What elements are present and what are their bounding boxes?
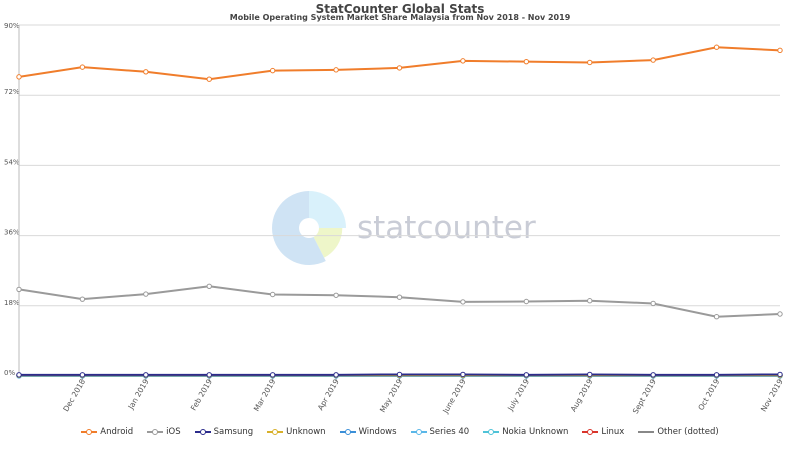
legend-item-windows[interactable]: Windows (339, 427, 397, 437)
legend-label: Windows (358, 427, 397, 437)
x-tick-label: Apr 2019 (316, 377, 341, 412)
data-point-samsung (650, 372, 656, 378)
legend-label: Unknown (286, 427, 326, 437)
chart-legend: Android iOS Samsung Unknown Windows Series 40… (0, 427, 800, 437)
legend-label: Samsung (213, 427, 254, 437)
legend-swatch (483, 428, 500, 436)
legend-swatch (147, 428, 164, 436)
data-point-ios (777, 311, 783, 317)
y-tick-label: 18% (4, 299, 20, 307)
legend-label: iOS (166, 427, 181, 437)
legend-swatch (638, 428, 655, 436)
x-tick-label: Feb 2019 (189, 377, 214, 412)
data-point-android (713, 44, 720, 50)
data-point-samsung (460, 371, 466, 378)
data-point-android (777, 47, 783, 54)
data-point-samsung (206, 372, 212, 378)
legend-swatch (81, 428, 98, 436)
data-point-android (460, 58, 466, 64)
legend-swatch (339, 428, 356, 436)
x-tick-label: Sept 2019 (631, 377, 658, 415)
watermark-text: statcounter (357, 210, 536, 246)
legend-label: Linux (601, 427, 625, 437)
watermark-logo-wedge (272, 191, 326, 265)
data-point-samsung (143, 372, 149, 378)
data-point-ios (143, 291, 149, 297)
series-line-ios (18, 285, 781, 318)
series-line-android (18, 46, 781, 81)
legend-swatch (267, 428, 284, 436)
data-point-samsung (713, 372, 720, 378)
x-tick-label: June 2019 (440, 377, 467, 415)
legend-label: Nokia Unknown (502, 427, 569, 437)
data-point-samsung (777, 371, 783, 378)
x-tick-label: Nov 2019 (759, 377, 785, 413)
data-point-android (587, 59, 593, 66)
x-tick-label: Dec 2018 (61, 377, 87, 413)
data-point-android (16, 74, 22, 80)
chart-title: StatCounter Global Stats (315, 2, 485, 16)
legend-item-unknown[interactable]: Unknown (267, 427, 326, 437)
legend-item-linux[interactable]: Linux (582, 427, 624, 437)
legend-swatch (582, 428, 599, 436)
legend-item-android[interactable]: Android (81, 427, 133, 437)
data-point-ios (460, 299, 466, 305)
legend-item-series-40[interactable]: Series 40 (410, 427, 470, 437)
x-tick-label: May 2019 (378, 377, 404, 414)
legend-item-ios[interactable]: iOS (147, 427, 181, 437)
legend-swatch (410, 428, 427, 436)
legend-item-nokia-unknown[interactable]: Nokia Unknown (483, 427, 568, 437)
data-point-ios (269, 291, 276, 298)
watermark-logo-wedge (309, 191, 346, 228)
legend-label: Series 40 (429, 427, 470, 437)
data-point-ios (16, 286, 22, 293)
y-tick-label: 72% (4, 88, 20, 96)
data-point-samsung (269, 372, 276, 378)
legend-label: Android (100, 427, 134, 437)
data-point-ios (79, 296, 86, 302)
y-tick-label: 36% (4, 229, 20, 237)
x-tick-label: Mar 2019 (252, 377, 278, 413)
data-point-android (269, 67, 276, 74)
x-tick-label: July 2019 (505, 377, 531, 413)
x-tick-label: Oct 2019 (696, 377, 721, 412)
data-point-android (523, 58, 530, 65)
data-point-samsung (79, 372, 86, 378)
data-point-android (650, 57, 656, 63)
x-tick-label: Jan 2019 (126, 377, 151, 411)
data-point-ios (396, 294, 403, 300)
x-tick-label: Aug 2019 (569, 377, 595, 413)
data-point-samsung (16, 372, 22, 378)
legend-swatch (194, 428, 211, 436)
chart-subtitle: Mobile Operating System Market Share Mal… (229, 13, 571, 22)
data-point-android (143, 69, 149, 75)
watermark-logo-hole (299, 218, 319, 238)
data-point-ios (587, 298, 593, 304)
data-point-android (333, 67, 339, 73)
data-point-samsung (587, 371, 593, 378)
y-tick-label: 90% (4, 22, 20, 30)
legend-item-samsung[interactable]: Samsung (194, 427, 254, 437)
y-tick-label: 54% (4, 158, 20, 166)
data-point-samsung (333, 372, 339, 378)
data-point-samsung (523, 372, 530, 378)
legend-label: Other (dotted) (657, 427, 719, 437)
data-point-samsung (396, 371, 403, 378)
data-point-android (206, 76, 212, 82)
data-point-android (396, 65, 403, 71)
data-point-ios (713, 314, 720, 320)
line-chart: statcounter 0% 18% 36% 54% 72% 90% Dec 2018 Jan … (4, 22, 785, 416)
data-point-android (79, 64, 86, 70)
data-point-ios (333, 292, 339, 298)
data-point-ios (650, 300, 656, 307)
data-point-ios (523, 298, 530, 305)
data-point-ios (206, 283, 212, 289)
y-tick-label: 0% (4, 369, 15, 377)
legend-item-other-dotted[interactable]: Other (dotted) (638, 427, 719, 437)
